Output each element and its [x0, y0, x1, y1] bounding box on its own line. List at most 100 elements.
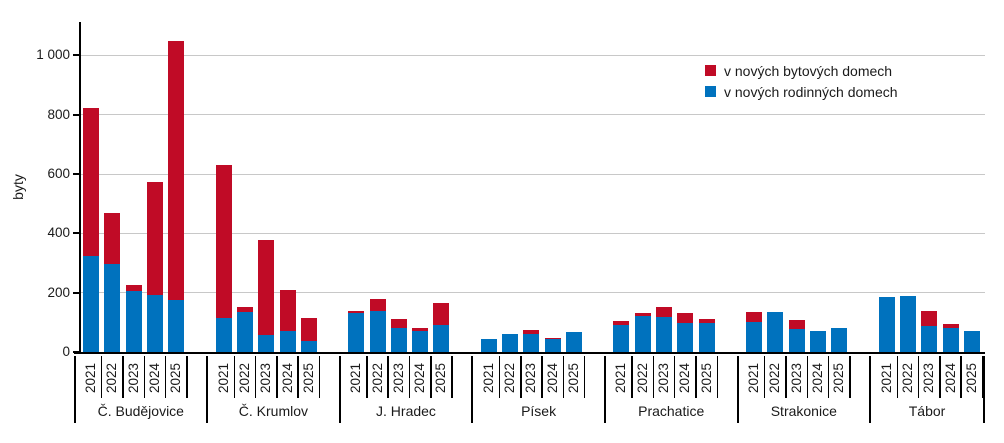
x-tick-label-year: 2023 — [921, 362, 937, 393]
bar-segment-rodinne-J. Hradec-2025 — [433, 325, 450, 354]
group-separator — [869, 356, 872, 423]
bar-segment-bytove-Č. Krumlov-2023 — [258, 240, 275, 336]
group-separator — [338, 356, 341, 423]
x-tick-label-year: 2024 — [942, 362, 958, 393]
year-separator — [695, 356, 697, 398]
year-separator — [716, 356, 718, 398]
year-separator — [122, 356, 124, 398]
bar-segment-rodinne-Strakonice-2025 — [831, 327, 848, 354]
y-tick-label: 0 — [62, 344, 70, 359]
year-separator — [763, 356, 766, 398]
bar-segment-rodinne-Č. Budějovice-2022 — [104, 264, 121, 354]
y-tick-label: 600 — [47, 166, 70, 181]
bar-segment-rodinne-Strakonice-2024 — [809, 330, 826, 354]
bar-segment-bytove-J. Hradec-2022 — [369, 298, 386, 311]
x-group-label: Č. Krumlov — [238, 403, 308, 419]
bar-segment-rodinne-Tábor-2025 — [963, 330, 980, 354]
year-separator — [541, 356, 543, 398]
x-tick-label-year: 2025 — [300, 362, 316, 393]
bar-segment-rodinne-J. Hradec-2021 — [348, 312, 365, 354]
x-tick-label-year: 2023 — [656, 362, 671, 393]
gridline — [80, 232, 985, 234]
bar-segment-rodinne-Strakonice-2021 — [746, 321, 762, 354]
bar-segment-bytove-Č. Krumlov-2021 — [215, 164, 232, 318]
x-tick-label-year: 2023 — [523, 362, 539, 393]
legend-label: v nových rodinných domech — [724, 83, 898, 100]
x-tick-label-year: 2022 — [236, 362, 252, 393]
year-separator — [233, 356, 235, 398]
bar-segment-bytove-Písek-2023 — [523, 330, 540, 334]
y-tick-label: 800 — [47, 106, 70, 122]
x-tick-label-year: 2024 — [279, 362, 295, 393]
group-separator — [73, 356, 76, 423]
bar-segment-rodinne-Prachatice-2024 — [677, 322, 694, 354]
year-separator — [100, 356, 103, 398]
year-separator — [254, 356, 257, 398]
x-tick-label-year: 2021 — [480, 362, 496, 393]
bar-segment-rodinne-Tábor-2023 — [921, 325, 938, 354]
legend-item-bytove-domy: v nových bytových domech — [705, 60, 898, 81]
y-axis-line — [78, 22, 81, 354]
bar-segment-bytove-Č. Budějovice-2024 — [146, 182, 163, 296]
bar-segment-rodinne-Č. Krumlov-2021 — [215, 317, 232, 354]
bar-segment-bytove-J. Hradec-2024 — [412, 327, 429, 332]
year-separator — [896, 356, 898, 398]
bar-segment-bytove-Tábor-2024 — [942, 323, 959, 328]
bar-segment-bytove-Prachatice-2025 — [698, 319, 715, 323]
bar-segment-rodinne-Strakonice-2022 — [767, 311, 784, 354]
y-axis-tick — [73, 173, 79, 175]
legend-item-rodinne-domy: v nových rodinných domech — [705, 81, 898, 102]
bar-segment-bytove-Písek-2024 — [544, 337, 561, 340]
group-separator — [603, 356, 606, 423]
bar-segment-rodinne-Tábor-2024 — [942, 327, 959, 354]
year-separator — [917, 356, 920, 398]
x-tick-label-year: 2024 — [544, 362, 560, 393]
bar-segment-bytove-J. Hradec-2021 — [348, 311, 365, 313]
legend-label: v nových bytových domech — [724, 62, 893, 79]
bar-segment-bytove-J. Hradec-2025 — [433, 303, 450, 326]
x-tick-label-year: 2024 — [146, 362, 162, 393]
year-separator — [318, 356, 321, 398]
bar-segment-bytove-Č. Krumlov-2022 — [236, 306, 253, 312]
year-separator — [498, 356, 501, 398]
bar-segment-rodinne-J. Hradec-2024 — [412, 331, 429, 354]
x-tick-label-year: 2023 — [788, 362, 804, 393]
y-axis-tick — [73, 54, 79, 57]
x-group-label: Strakonice — [770, 403, 837, 419]
bar-segment-bytove-Č. Budějovice-2023 — [125, 285, 142, 292]
x-group-label: J. Hradec — [376, 403, 436, 419]
legend-swatch-blue — [705, 86, 716, 97]
year-separator — [297, 356, 299, 398]
x-tick-label-year: 2021 — [83, 362, 98, 393]
x-tick-label-year: 2025 — [963, 362, 979, 393]
bar-segment-rodinne-Č. Budějovice-2023 — [125, 291, 142, 354]
year-separator — [562, 356, 565, 398]
x-tick-label-year: 2022 — [502, 362, 518, 393]
year-separator — [276, 356, 278, 398]
bar-segment-rodinne-Písek-2022 — [502, 333, 519, 354]
group-separator — [206, 356, 209, 423]
x-tick-label-year: 2025 — [698, 362, 714, 393]
bar-segment-bytove-Prachatice-2022 — [634, 312, 651, 316]
bar-segment-bytove-Č. Krumlov-2025 — [300, 317, 317, 341]
y-tick-label: 1 000 — [36, 47, 70, 63]
y-tick-label: 200 — [47, 284, 70, 300]
bar-segment-rodinne-Č. Krumlov-2022 — [236, 311, 253, 354]
bar-segment-rodinne-Písek-2023 — [523, 333, 540, 354]
year-separator — [451, 356, 453, 398]
plot-area — [80, 22, 985, 354]
bar-segment-rodinne-Č. Budějovice-2025 — [168, 299, 185, 354]
x-tick-label-year: 2025 — [168, 362, 184, 393]
bar-segment-bytove-Č. Budějovice-2025 — [168, 41, 185, 300]
year-separator — [785, 356, 787, 398]
x-tick-label-year: 2022 — [767, 362, 783, 393]
bar-segment-rodinne-Tábor-2021 — [878, 297, 895, 354]
x-tick-label-year: 2025 — [831, 362, 847, 393]
x-tick-label-year: 2023 — [258, 362, 274, 393]
bar-segment-rodinne-Tábor-2022 — [899, 295, 916, 354]
bar-segment-rodinne-Č. Budějovice-2024 — [146, 295, 163, 354]
bar-segment-rodinne-Č. Krumlov-2025 — [300, 340, 317, 354]
year-separator — [806, 356, 808, 398]
y-tick-label: 400 — [47, 225, 70, 241]
